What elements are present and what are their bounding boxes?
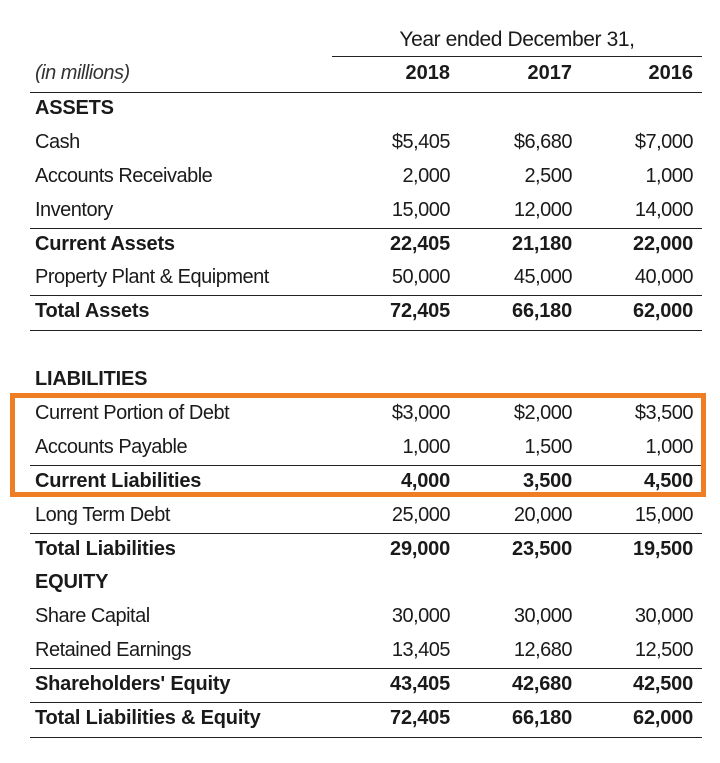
table-row: Property Plant & Equipment 50,000 45,000…	[30, 262, 702, 296]
section-title-text: EQUITY	[35, 571, 109, 593]
current-liabilities-highlight-box	[10, 393, 706, 497]
cell-2016: 62,000	[633, 300, 693, 322]
row-label: Retained Earnings	[35, 639, 192, 661]
cell-2017: $6,680	[513, 131, 573, 153]
row-label: Share Capital	[35, 605, 150, 627]
table-row: Long Term Debt 25,000 20,000 15,000	[30, 500, 702, 534]
cell-2018: 22,405	[390, 233, 450, 255]
section-title-text: ASSETS	[35, 97, 114, 119]
row-label: Shareholders' Equity	[35, 673, 231, 695]
header-rule	[332, 56, 702, 57]
cell-2018: 30,000	[391, 605, 451, 627]
cell-2018: 2,000	[402, 165, 450, 187]
row-label: Current Assets	[35, 233, 175, 255]
section-title-assets: ASSETS	[30, 93, 702, 127]
row-label: Total Liabilities & Equity	[35, 707, 261, 729]
cell-2018: 1,000	[402, 436, 450, 458]
row-label: Current Portion of Debt	[35, 402, 230, 424]
cell-2016: $3,500	[634, 402, 694, 424]
year-header-2018: 2018	[405, 62, 451, 84]
section-title-liabilities: LIABILITIES	[30, 364, 702, 398]
subtotal-row-current-assets: Current Assets 22,405 21,180 22,000	[30, 228, 702, 263]
cell-2016: 30,000	[634, 605, 694, 627]
cell-2017: 23,500	[512, 538, 572, 560]
cell-2018: 72,405	[390, 707, 450, 729]
table-row: Share Capital 30,000 30,000 30,000	[30, 601, 702, 635]
table-row: Current Portion of Debt $3,000 $2,000 $3…	[30, 398, 702, 432]
cell-2016: 1,000	[645, 165, 693, 187]
cell-2017: 21,180	[512, 233, 572, 255]
cell-2016: 22,000	[633, 233, 693, 255]
cell-2017: 12,680	[513, 639, 573, 661]
year-header-2016: 2016	[648, 62, 694, 84]
cell-2016: 14,000	[634, 199, 694, 221]
cell-2016: 1,000	[645, 436, 693, 458]
cell-2017: 30,000	[513, 605, 573, 627]
row-label: Total Assets	[35, 300, 150, 322]
cell-2018: 15,000	[391, 199, 451, 221]
cell-2018: $5,405	[391, 131, 451, 153]
cell-2018: 25,000	[391, 504, 451, 526]
table-row: Cash $5,405 $6,680 $7,000	[30, 127, 702, 161]
cell-2018: $3,000	[391, 402, 451, 424]
cell-2016: 62,000	[633, 707, 693, 729]
cell-2017: $2,000	[513, 402, 573, 424]
year-header-2017: 2017	[527, 62, 573, 84]
row-label: Inventory	[35, 199, 113, 221]
table-row: Accounts Receivable 2,000 2,500 1,000	[30, 161, 702, 195]
cell-2016: 42,500	[633, 673, 693, 695]
cell-2016: 40,000	[634, 266, 694, 288]
cell-2017: 66,180	[512, 300, 572, 322]
cell-2017: 45,000	[513, 266, 573, 288]
column-header-row: (in millions) 2018 2017 2016	[30, 58, 702, 93]
cell-2017: 66,180	[512, 707, 572, 729]
row-label: Property Plant & Equipment	[35, 266, 269, 288]
subtotal-row-shareholders-equity: Shareholders' Equity 43,405 42,680 42,50…	[30, 668, 702, 703]
cell-2017: 42,680	[512, 673, 572, 695]
cell-2017: 3,500	[522, 470, 572, 492]
cell-2016: 12,500	[634, 639, 694, 661]
cell-2018: 43,405	[390, 673, 450, 695]
row-label: Accounts Payable	[35, 436, 188, 458]
units-label: (in millions)	[35, 62, 130, 84]
table-row: Accounts Payable 1,000 1,500 1,000	[30, 432, 702, 466]
cell-2018: 50,000	[391, 266, 451, 288]
cell-2016: 15,000	[634, 504, 694, 526]
table-row: Retained Earnings 13,405 12,680 12,500	[30, 635, 702, 669]
row-label: Accounts Receivable	[35, 165, 213, 187]
cell-2016: 19,500	[633, 538, 693, 560]
row-label: Cash	[35, 131, 80, 153]
row-label: Long Term Debt	[35, 504, 170, 526]
table-row: Inventory 15,000 12,000 14,000	[30, 195, 702, 229]
section-title-equity: EQUITY	[30, 567, 702, 601]
row-label: Total Liabilities	[35, 538, 176, 560]
section-title-text: LIABILITIES	[35, 368, 148, 390]
cell-2016: 4,500	[643, 470, 693, 492]
cell-2017: 2,500	[524, 165, 572, 187]
cell-2017: 20,000	[513, 504, 573, 526]
row-label: Current Liabilities	[35, 470, 202, 492]
cell-2018: 72,405	[390, 300, 450, 322]
period-label: Year ended December 31,	[399, 28, 635, 51]
cell-2018: 4,000	[400, 470, 450, 492]
cell-2017: 1,500	[524, 436, 572, 458]
cell-2017: 12,000	[513, 199, 573, 221]
total-row-total-assets: Total Assets 72,405 66,180 62,000	[30, 295, 702, 331]
total-row-total-liabilities-equity: Total Liabilities & Equity 72,405 66,180…	[30, 702, 702, 738]
cell-2018: 13,405	[391, 639, 451, 661]
cell-2018: 29,000	[390, 538, 450, 560]
total-row-total-liabilities: Total Liabilities 29,000 23,500 19,500	[30, 533, 702, 568]
cell-2016: $7,000	[634, 131, 694, 153]
subtotal-row-current-liabilities: Current Liabilities 4,000 3,500 4,500	[30, 465, 702, 500]
